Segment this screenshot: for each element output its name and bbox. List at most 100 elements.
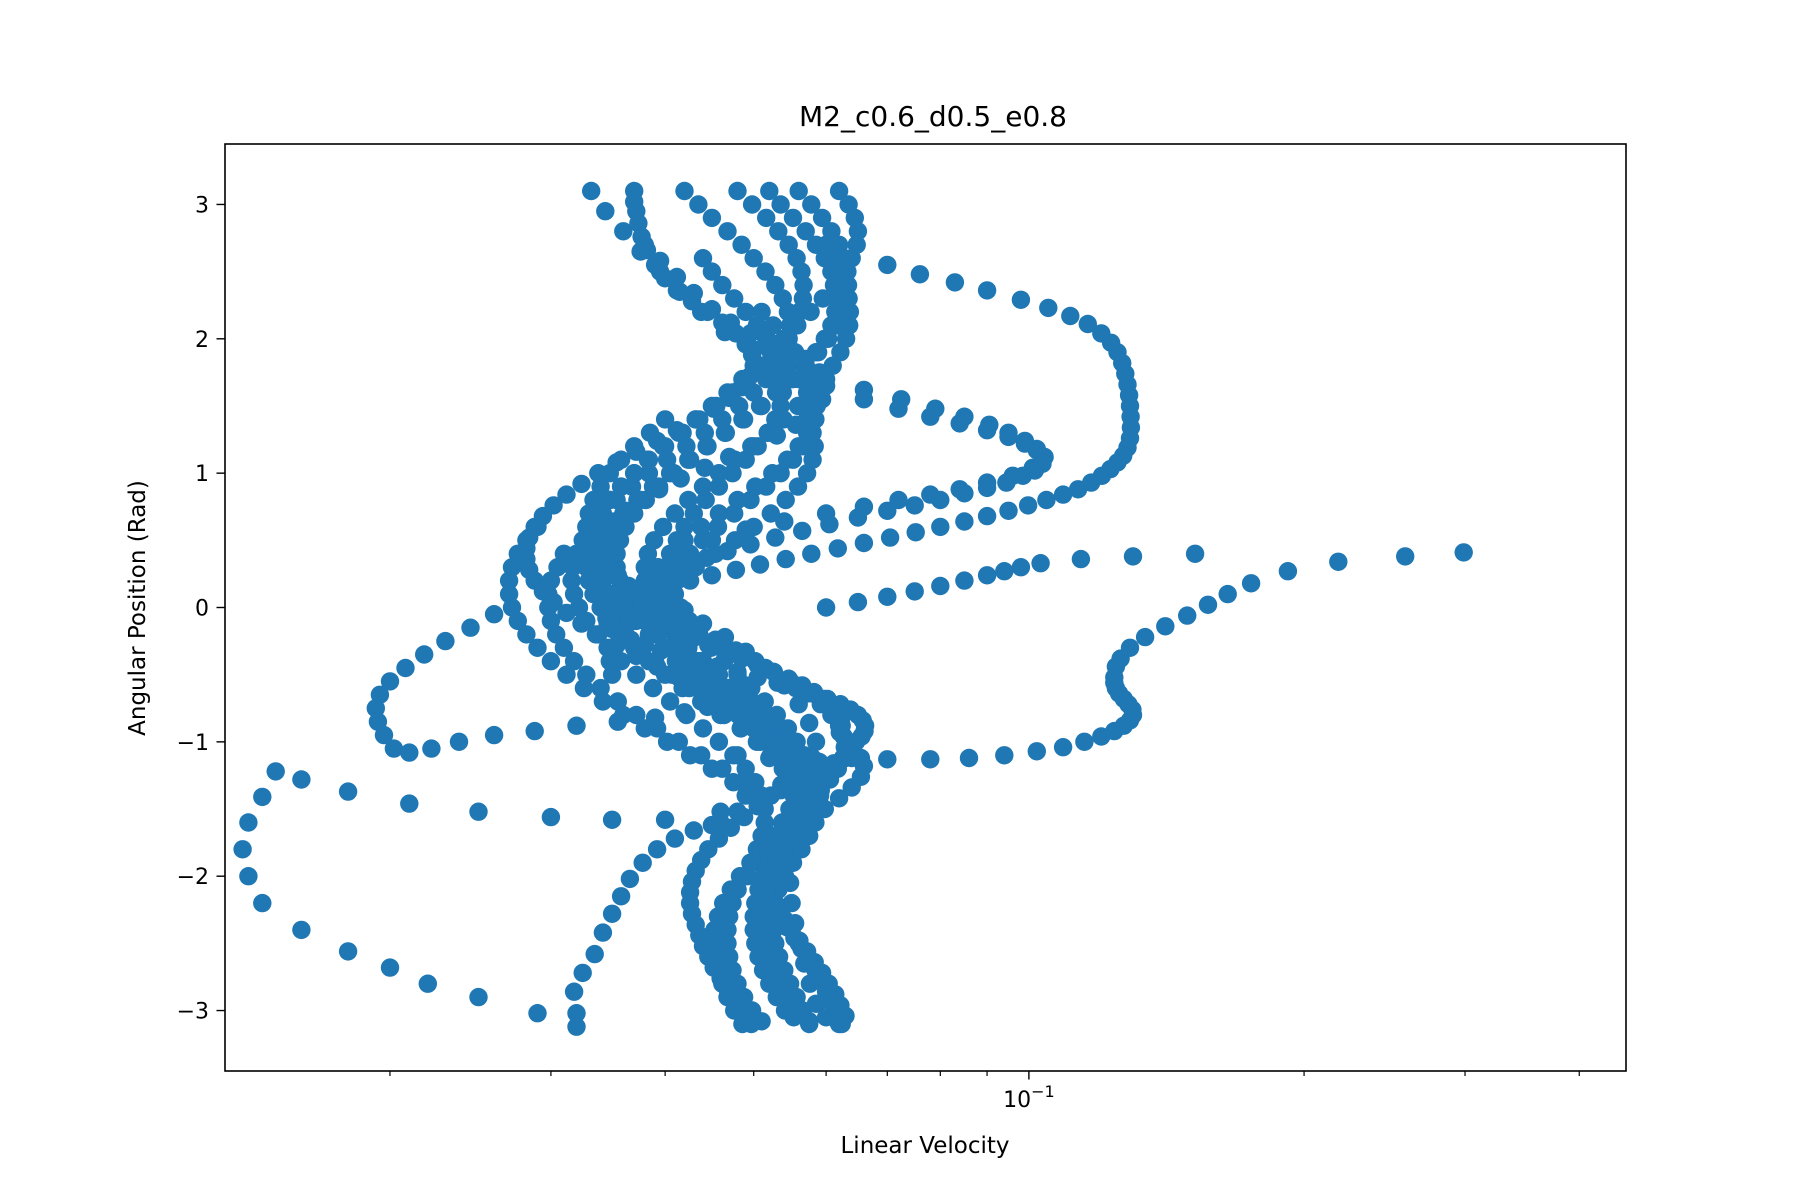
data-point (794, 275, 813, 295)
data-point (614, 705, 633, 725)
data-point (732, 1001, 751, 1020)
data-point (732, 649, 751, 668)
data-point (806, 732, 826, 751)
data-point (415, 645, 434, 664)
data-point (793, 521, 812, 541)
data-point (763, 316, 783, 335)
data-point (771, 781, 790, 800)
data-point (757, 208, 776, 228)
data-point (830, 723, 849, 742)
data-point (779, 235, 798, 254)
data-point (1068, 480, 1088, 499)
data-point (643, 678, 663, 698)
data-point (766, 383, 786, 402)
data-point (572, 474, 591, 494)
series-20 (499, 517, 763, 805)
data-point (724, 773, 743, 792)
data-point (977, 506, 997, 526)
data-point (818, 329, 838, 348)
data-point (528, 1004, 547, 1023)
data-point (1053, 738, 1073, 757)
data-point (728, 181, 747, 201)
data-point (750, 555, 770, 574)
data-point (233, 840, 252, 859)
data-point (1075, 732, 1094, 751)
data-point (729, 705, 748, 725)
y-tick-label: −1 (177, 731, 209, 756)
data-point (723, 987, 742, 1007)
data-point (846, 732, 866, 751)
data-point (815, 799, 834, 819)
data-point (499, 571, 519, 590)
data-point (803, 748, 822, 768)
data-point (839, 289, 858, 308)
data-point (878, 587, 897, 606)
data-point (380, 672, 400, 691)
y-tick-label: −2 (177, 865, 209, 890)
data-point (758, 732, 777, 751)
data-point (709, 464, 729, 483)
data-point (525, 721, 544, 741)
data-point (931, 517, 950, 537)
data-point (1031, 554, 1050, 573)
y-axis-label: Angular Position (Rad) (125, 480, 151, 736)
data-point (1027, 742, 1047, 761)
data-point (797, 410, 817, 429)
data-point (547, 625, 566, 644)
data-point (620, 869, 640, 889)
data-point (292, 770, 311, 789)
data-point (627, 665, 646, 684)
data-point (997, 473, 1016, 492)
data-point (766, 826, 785, 846)
data-point (741, 535, 760, 554)
data-point (921, 750, 940, 769)
data-point (1061, 306, 1080, 326)
data-point (829, 789, 849, 808)
data-point (586, 625, 606, 644)
x-tick-label: 10−1 (1003, 1082, 1055, 1113)
series-21 (728, 543, 1473, 769)
data-point (752, 356, 771, 375)
data-point (753, 893, 773, 913)
data-point (655, 810, 675, 829)
data-point (699, 635, 718, 655)
data-point (813, 289, 832, 308)
data-point (732, 235, 751, 254)
data-point (1053, 485, 1073, 504)
data-point (733, 410, 752, 429)
data-point (564, 982, 584, 1001)
data-point (1011, 290, 1031, 309)
data-point (802, 544, 821, 563)
data-point (702, 262, 722, 281)
data-point (796, 222, 815, 241)
y-tick-label: 2 (195, 328, 209, 353)
data-point (693, 477, 713, 496)
data-point (720, 447, 739, 467)
data-point (889, 399, 908, 418)
data-point (702, 208, 722, 228)
data-point (384, 739, 404, 758)
data-point (635, 235, 654, 254)
data-point (539, 584, 558, 604)
data-point (400, 794, 419, 813)
data-point (955, 512, 974, 531)
data-point (253, 787, 272, 807)
x-axis-label: Linear Velocity (840, 1133, 1009, 1159)
data-point (655, 437, 675, 456)
y-tick-label: 1 (195, 462, 209, 487)
data-point (756, 262, 775, 281)
data-point (614, 222, 633, 241)
data-point (696, 678, 715, 698)
data-point (380, 958, 400, 977)
data-point (999, 427, 1018, 447)
data-point (750, 396, 770, 416)
data-point (730, 867, 750, 886)
data-point (698, 697, 717, 717)
data-point (764, 662, 783, 682)
data-point (800, 713, 819, 733)
data-point (766, 528, 785, 547)
data-point (582, 181, 601, 201)
data-point (567, 1017, 586, 1036)
data-point (725, 289, 744, 308)
